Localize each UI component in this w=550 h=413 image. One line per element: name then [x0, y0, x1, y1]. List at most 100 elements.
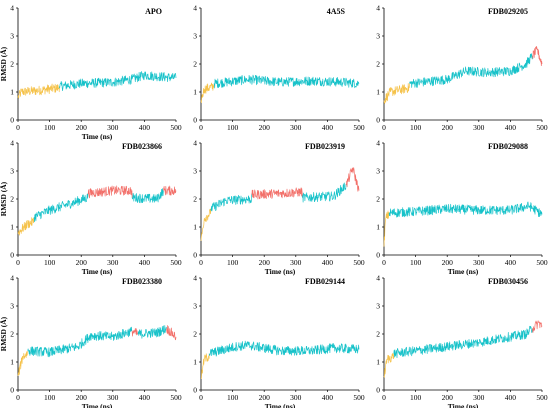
x-axis-title: Time (ns): [82, 402, 113, 408]
rmsd-trace-segment: [394, 347, 416, 358]
y-tick-label: 3: [376, 167, 380, 176]
panel-title: FDB029205: [488, 7, 528, 16]
rmsd-trace-segment: [113, 75, 132, 86]
y-tick-label: 4: [376, 4, 380, 13]
x-tick-label: 300: [473, 393, 485, 402]
x-tick-label: 400: [322, 258, 334, 267]
rmsd-trace-segment: [214, 75, 248, 88]
rmsd-trace-segment: [488, 67, 510, 77]
x-tick-label: 400: [322, 393, 334, 402]
rmsd-trace-segment: [386, 211, 389, 219]
rmsd-trace-segment: [204, 209, 210, 221]
rmsd-trace-segment: [533, 321, 539, 333]
y-tick-label: 2: [10, 330, 14, 339]
y-tick-label: 1: [10, 358, 14, 367]
x-tick-label: 500: [170, 258, 182, 267]
rmsd-trace-segment: [389, 207, 416, 217]
rmsd-trace-segment: [390, 84, 409, 96]
rmsd-trace-segment: [201, 359, 204, 379]
y-tick-label: 4: [10, 274, 14, 283]
x-tick-label: 100: [44, 393, 56, 402]
y-tick-label: 0: [10, 116, 14, 125]
rmsd-trace-segment: [280, 346, 312, 355]
rmsd-trace-segment: [384, 359, 387, 377]
rmsd-trace-segment: [160, 73, 176, 82]
x-tick-label: 0: [382, 123, 386, 132]
y-tick-label: 2: [193, 330, 197, 339]
x-tick-label: 100: [227, 258, 239, 267]
rmsd-trace-segment: [144, 72, 160, 81]
panel-title: APO: [145, 7, 162, 16]
rmsd-trace-segment: [113, 327, 132, 340]
rmsd-trace-segment: [34, 206, 50, 222]
rmsd-trace-segment: [157, 189, 163, 202]
rmsd-trace-segment: [211, 198, 227, 211]
x-tick-label: 200: [259, 123, 271, 132]
x-tick-label: 400: [139, 258, 151, 267]
x-tick-label: 200: [76, 123, 88, 132]
x-tick-label: 0: [199, 393, 203, 402]
y-tick-label: 1: [193, 358, 197, 367]
rmsd-trace-segment: [280, 77, 312, 86]
panel-title: 4A5S: [327, 7, 346, 16]
y-tick-label: 0: [193, 251, 197, 260]
y-tick-label: 3: [376, 32, 380, 41]
rmsd-trace-segment: [526, 326, 532, 337]
x-tick-label: 300: [107, 258, 119, 267]
y-tick-label: 0: [376, 116, 380, 125]
rmsd-trace-segment: [138, 329, 157, 339]
rmsd-trace-segment: [88, 186, 113, 198]
rmsd-trace-segment: [204, 83, 213, 93]
y-tick-label: 3: [193, 167, 197, 176]
rmsd-trace-segment: [163, 186, 176, 195]
rmsd-trace-segment: [72, 194, 88, 206]
rmsd-trace-segment: [533, 46, 538, 58]
rmsd-trace-segment: [510, 63, 526, 75]
rmsd-trace-segment: [132, 72, 145, 82]
rmsd-trace-segment: [312, 77, 344, 86]
x-tick-label: 200: [442, 258, 454, 267]
x-tick-label: 400: [505, 258, 517, 267]
x-tick-label: 500: [353, 258, 365, 267]
rmsd-trace-segment: [167, 326, 177, 340]
y-tick-label: 0: [193, 116, 197, 125]
x-axis-title: Time (ns): [448, 402, 479, 408]
rmsd-trace-segment: [21, 87, 37, 96]
rmsd-trace-segment: [201, 219, 204, 241]
y-tick-label: 2: [376, 195, 380, 204]
x-tick-label: 400: [505, 123, 517, 132]
y-tick-label: 0: [376, 251, 380, 260]
rmsd-trace-segment: [334, 344, 359, 353]
y-axis-title: RMSD (Å): [0, 316, 8, 351]
y-axis-title: RMSD (Å): [0, 181, 8, 216]
rmsd-trace-segment: [537, 49, 542, 66]
rmsd-trace-segment: [510, 202, 529, 214]
y-tick-label: 3: [376, 302, 380, 311]
rmsd-trace-segment: [23, 352, 28, 360]
rmsd-trace-segment: [529, 203, 542, 217]
x-tick-label: 300: [290, 258, 302, 267]
y-axis-title: RMSD (Å): [0, 46, 8, 81]
rmsd-trace-segment: [18, 356, 23, 376]
x-tick-label: 100: [227, 393, 239, 402]
rmsd-trace-segment: [113, 186, 132, 195]
rmsd-trace-segment: [132, 328, 138, 336]
x-tick-label: 0: [199, 258, 203, 267]
x-tick-label: 100: [227, 123, 239, 132]
y-tick-label: 0: [10, 386, 14, 395]
panel-title: FDB023380: [122, 277, 162, 286]
rmsd-trace-segment: [479, 206, 511, 215]
rmsd-trace-segment: [280, 188, 302, 198]
x-tick-label: 100: [410, 123, 422, 132]
x-tick-label: 400: [139, 393, 151, 402]
rmsd-trace-segment: [157, 326, 167, 337]
y-tick-label: 1: [10, 223, 14, 232]
x-tick-label: 500: [353, 123, 365, 132]
y-tick-label: 2: [10, 60, 14, 69]
x-tick-label: 500: [170, 123, 182, 132]
